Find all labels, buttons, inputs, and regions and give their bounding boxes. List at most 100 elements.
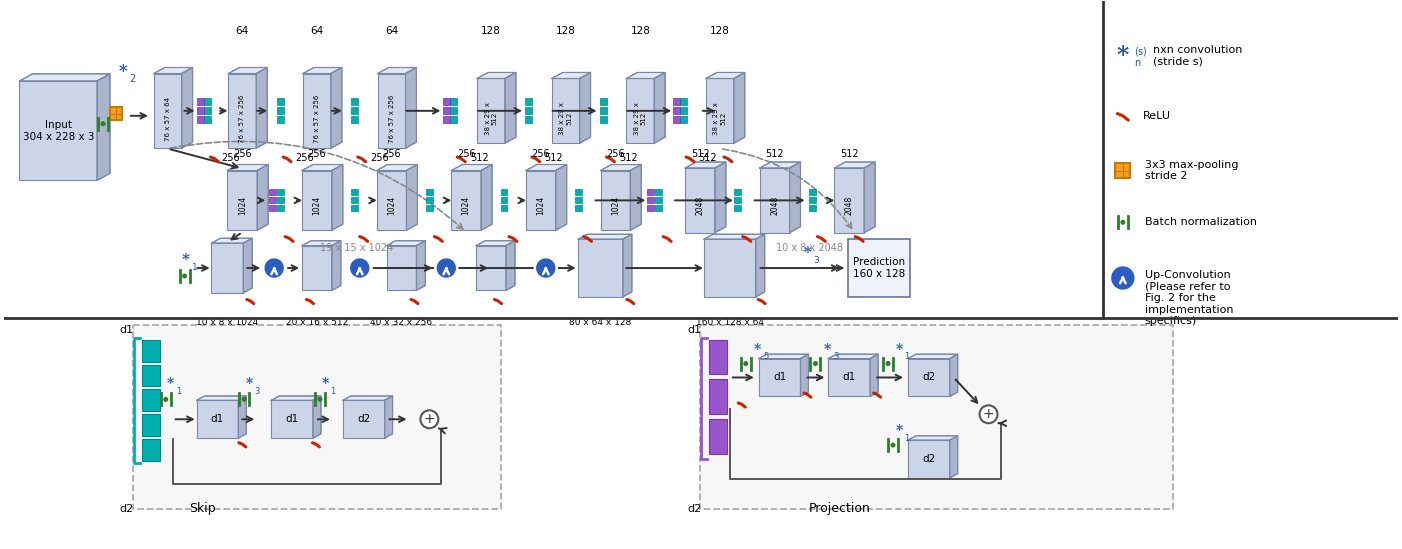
Polygon shape — [704, 234, 764, 239]
Text: +: + — [423, 412, 435, 426]
Text: 2: 2 — [129, 74, 136, 84]
Bar — [655, 189, 662, 195]
Bar — [443, 116, 450, 124]
Text: d1: d1 — [119, 324, 135, 335]
Circle shape — [892, 444, 894, 447]
Text: d1: d1 — [210, 414, 224, 424]
Bar — [352, 198, 359, 203]
Text: *: * — [896, 343, 903, 357]
Text: *: * — [1117, 44, 1129, 68]
Polygon shape — [332, 165, 343, 230]
Polygon shape — [908, 354, 958, 358]
Bar — [646, 189, 653, 195]
Polygon shape — [579, 72, 590, 143]
Circle shape — [421, 410, 439, 428]
Text: 256: 256 — [222, 153, 240, 163]
Circle shape — [436, 257, 457, 279]
Text: 2048: 2048 — [695, 196, 705, 215]
Polygon shape — [377, 165, 418, 171]
Bar — [646, 205, 653, 211]
Bar — [198, 116, 205, 124]
Polygon shape — [756, 234, 764, 297]
Polygon shape — [387, 240, 425, 245]
Bar — [450, 116, 457, 124]
Bar — [142, 389, 160, 411]
Text: 76 x 57 x 64: 76 x 57 x 64 — [164, 97, 171, 141]
Text: Up-Convolution
(Please refer to
Fig. 2 for the
implementation
specifics): Up-Convolution (Please refer to Fig. 2 f… — [1145, 270, 1234, 327]
Text: d2: d2 — [119, 504, 135, 514]
Text: 128: 128 — [555, 26, 576, 36]
Polygon shape — [20, 74, 109, 81]
Text: 5: 5 — [763, 352, 768, 361]
Text: 1024: 1024 — [537, 196, 545, 215]
Text: d2: d2 — [358, 414, 370, 424]
Bar — [655, 198, 662, 203]
Polygon shape — [154, 68, 192, 74]
Circle shape — [349, 257, 370, 279]
Bar — [477, 245, 506, 290]
Text: 38 x 29 x
512: 38 x 29 x 512 — [714, 102, 726, 135]
Text: 128: 128 — [631, 26, 651, 36]
Bar — [709, 340, 726, 374]
Bar — [834, 168, 864, 233]
Polygon shape — [686, 162, 726, 168]
Bar — [600, 171, 631, 230]
Bar — [426, 189, 433, 195]
Polygon shape — [477, 240, 515, 245]
Polygon shape — [758, 354, 809, 358]
Polygon shape — [97, 74, 109, 181]
Text: 256: 256 — [370, 153, 388, 163]
Bar — [443, 98, 450, 105]
Text: 256: 256 — [606, 149, 625, 159]
Text: 1: 1 — [904, 434, 910, 442]
Polygon shape — [229, 68, 268, 74]
Text: Batch normalization: Batch normalization — [1145, 217, 1256, 227]
Text: 256: 256 — [457, 149, 475, 159]
Bar — [450, 108, 457, 114]
Text: *: * — [824, 343, 831, 357]
Text: nxn convolution
(stride s): nxn convolution (stride s) — [1152, 46, 1242, 67]
Polygon shape — [505, 72, 516, 143]
Polygon shape — [627, 72, 665, 79]
Polygon shape — [707, 72, 744, 79]
Text: Projection: Projection — [809, 502, 871, 516]
Bar — [205, 108, 210, 114]
Polygon shape — [760, 162, 801, 168]
Bar — [142, 365, 160, 386]
Polygon shape — [733, 72, 744, 143]
Bar — [526, 116, 533, 124]
Text: ReLU: ReLU — [1143, 111, 1171, 121]
Text: d1: d1 — [843, 372, 855, 383]
Bar — [700, 325, 1172, 509]
Bar — [526, 108, 533, 114]
Polygon shape — [271, 396, 321, 400]
Circle shape — [980, 405, 997, 423]
Polygon shape — [526, 165, 566, 171]
Polygon shape — [864, 162, 875, 233]
Bar — [377, 74, 405, 148]
Bar — [276, 108, 283, 114]
Bar — [205, 98, 210, 105]
Polygon shape — [384, 396, 393, 438]
Bar — [227, 171, 257, 230]
Bar — [276, 205, 283, 211]
Bar — [848, 239, 910, 297]
Bar — [526, 171, 555, 230]
Bar — [269, 198, 276, 203]
Bar — [352, 116, 359, 124]
Polygon shape — [377, 68, 416, 74]
Bar — [276, 189, 283, 195]
Bar — [760, 168, 789, 233]
Circle shape — [264, 257, 285, 279]
Polygon shape — [552, 72, 590, 79]
Polygon shape — [313, 396, 321, 438]
Text: 3x3 max-pooling
stride 2: 3x3 max-pooling stride 2 — [1145, 160, 1238, 181]
Text: (s): (s) — [1134, 46, 1147, 56]
Bar — [212, 243, 244, 293]
Circle shape — [318, 397, 321, 401]
Text: *: * — [896, 424, 903, 438]
Text: 1: 1 — [904, 352, 910, 361]
Text: 38 x 29 x
512: 38 x 29 x 512 — [485, 102, 498, 135]
Bar — [735, 205, 742, 211]
Bar — [352, 205, 359, 211]
